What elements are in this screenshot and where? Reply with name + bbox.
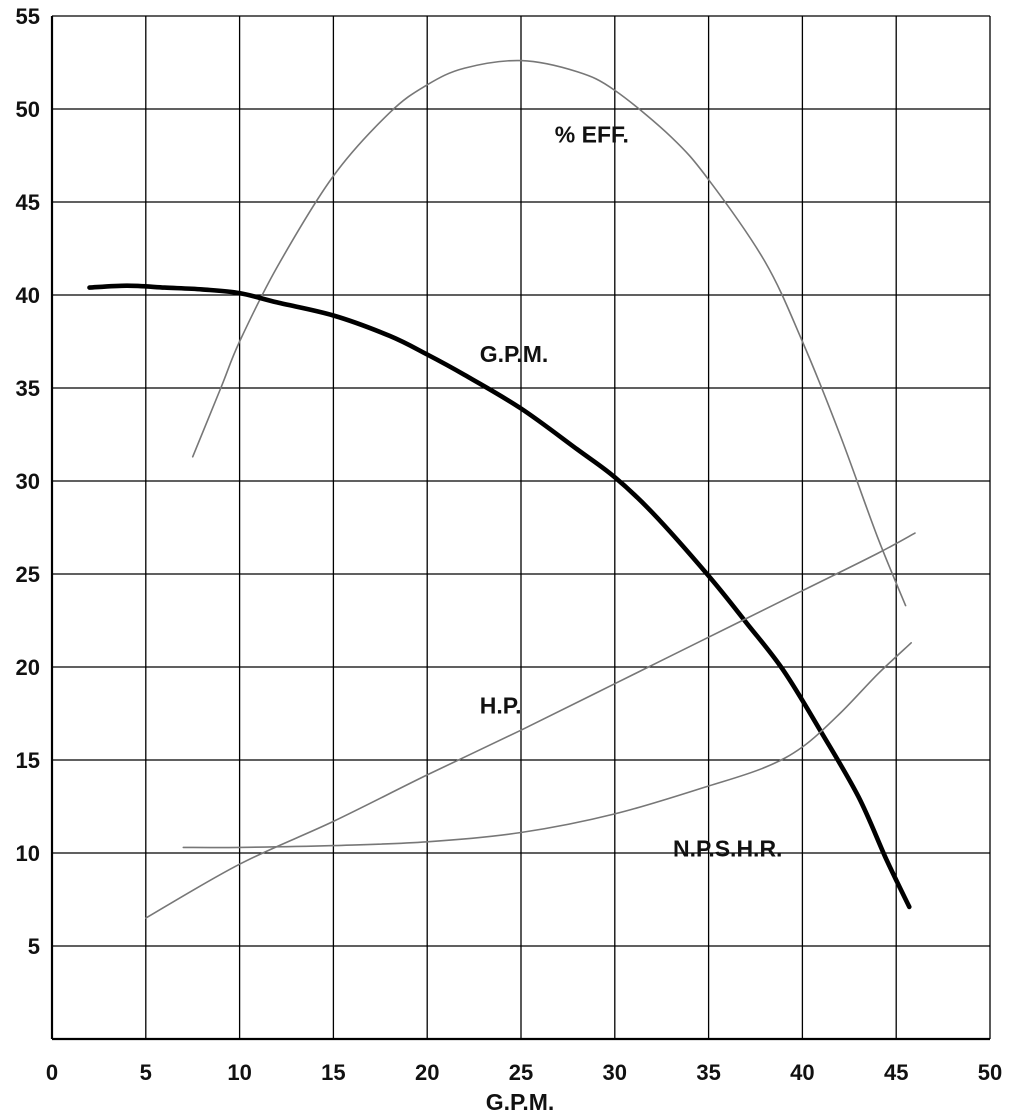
x-tick-label-20: 20	[415, 1060, 439, 1085]
y-tick-label-40: 40	[16, 283, 40, 308]
x-tick-label-45: 45	[884, 1060, 908, 1085]
x-tick-label-35: 35	[696, 1060, 720, 1085]
y-tick-label-10: 10	[16, 841, 40, 866]
y-tick-label-20: 20	[16, 655, 40, 680]
x-tick-label-5: 5	[140, 1060, 152, 1085]
y-tick-label-5: 5	[28, 934, 40, 959]
x-tick-label-10: 10	[227, 1060, 251, 1085]
y-tick-label-15: 15	[16, 748, 40, 773]
y-tick-label-30: 30	[16, 469, 40, 494]
curve-label-g-p-m: G.P.M.	[480, 341, 549, 367]
x-tick-label-25: 25	[509, 1060, 533, 1085]
axes	[50, 16, 990, 1041]
y-tick-label-45: 45	[16, 190, 40, 215]
series-line-g-p-m	[87, 283, 912, 910]
curve-label-eff: % EFF.	[555, 121, 629, 147]
x-tick-label-40: 40	[790, 1060, 814, 1085]
y-tick-label-35: 35	[16, 376, 40, 401]
series-line-n-p-s-h-r	[182, 642, 912, 849]
grid-lines	[52, 15, 991, 1039]
x-tick-label-0: 0	[46, 1060, 58, 1085]
x-axis-title: G.P.M.	[486, 1089, 555, 1115]
curve-label-h-p: H.P.	[480, 693, 522, 719]
curve-labels: % EFF. G.P.M. H.P. N.P.S.H.R.	[480, 121, 783, 861]
x-tick-label-15: 15	[321, 1060, 345, 1085]
y-tick-label-25: 25	[16, 562, 40, 587]
tick-labels: 0 5 10 15 20 25 30 35 40 45 50 5 10 15 20 25 30 35 40 45 50 5…	[16, 4, 1003, 1085]
curve-label-n-p-s-h-r: N.P.S.H.R.	[673, 836, 783, 862]
series-lines	[87, 59, 916, 919]
series-line-eff	[191, 59, 907, 607]
x-tick-label-30: 30	[603, 1060, 627, 1085]
y-tick-label-55: 55	[16, 4, 40, 29]
x-tick-label-50: 50	[978, 1060, 1002, 1085]
y-tick-label-50: 50	[16, 97, 40, 122]
series-line-h-p	[145, 532, 916, 919]
